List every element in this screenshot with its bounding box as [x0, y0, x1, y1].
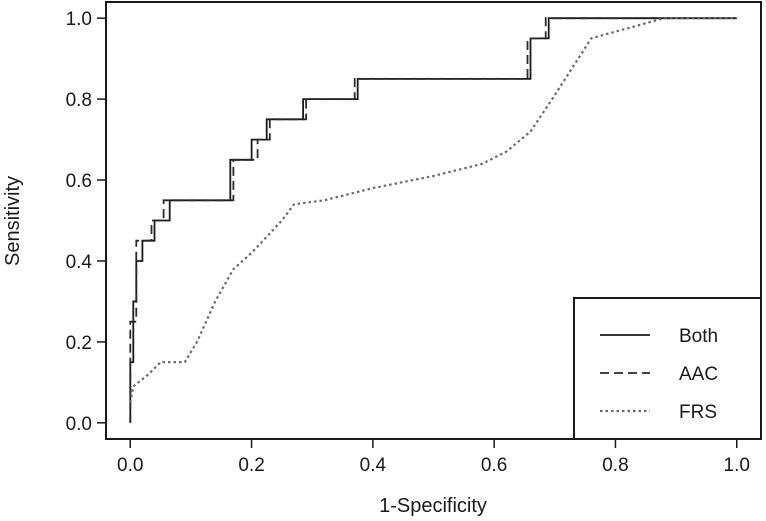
y-tick-label: 0.2	[66, 333, 92, 354]
series-layer	[129, 17, 737, 423]
x-tick-label: 1.0	[724, 455, 750, 476]
y-tick-label: 0.4	[66, 252, 93, 273]
series-line-frs	[129, 17, 737, 403]
y-tick-label: 1.0	[66, 9, 92, 30]
legend: Both AAC FRS	[573, 297, 762, 440]
y-axis-title: Sensitivity	[2, 176, 24, 266]
x-tick-label: 0.8	[602, 455, 628, 476]
y-tick-label: 0.8	[66, 90, 92, 111]
legend-label-both: Both	[679, 326, 718, 347]
legend-label-aac: AAC	[679, 364, 718, 385]
x-tick-label: 0.4	[360, 455, 387, 476]
y-tick-label: 0.0	[66, 414, 92, 435]
x-tick-label: 0.0	[117, 455, 143, 476]
x-tick-label: 0.6	[481, 455, 507, 476]
series-line-aac	[129, 17, 737, 423]
x-axis-title: 1-Specificity	[379, 495, 487, 517]
y-tick-label: 0.6	[66, 171, 92, 192]
y-axis: 0.0 0.2 0.4 0.6 0.8 1.0	[66, 9, 107, 435]
legend-box	[573, 297, 762, 440]
x-tick-label: 0.2	[238, 455, 264, 476]
x-axis: 0.0 0.2 0.4 0.6 0.8 1.0	[117, 438, 750, 476]
legend-label-frs: FRS	[679, 402, 717, 423]
